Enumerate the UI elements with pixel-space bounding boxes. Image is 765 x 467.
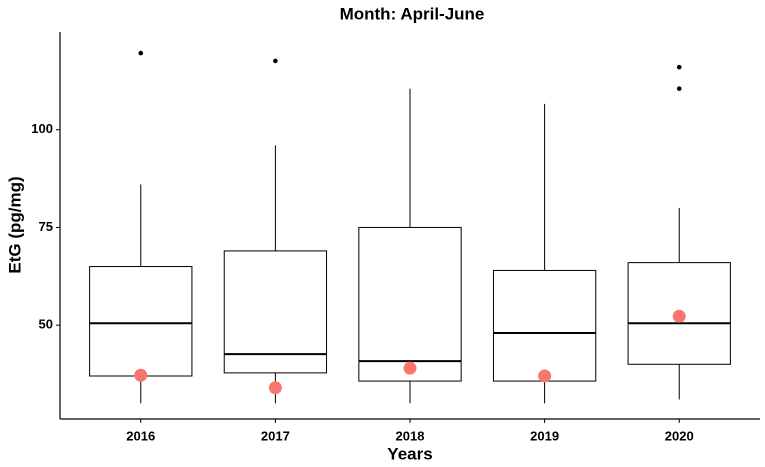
outlier bbox=[676, 64, 682, 70]
box bbox=[358, 226, 462, 382]
y-tick-label: 50 bbox=[39, 317, 53, 332]
y-tick-label: 75 bbox=[39, 219, 53, 234]
mean-point bbox=[672, 309, 686, 323]
x-tick-label: 2019 bbox=[530, 428, 559, 443]
mean-point bbox=[538, 369, 552, 383]
mean-point bbox=[403, 361, 417, 375]
box bbox=[223, 250, 328, 374]
x-tick-label: 2020 bbox=[665, 428, 694, 443]
mean-point bbox=[134, 368, 148, 382]
x-tick-label: 2016 bbox=[126, 428, 155, 443]
y-tick-label: 100 bbox=[31, 121, 53, 136]
outlier bbox=[676, 86, 682, 91]
y-axis-label: EtG (pg/mg) bbox=[5, 176, 24, 273]
x-axis-label: Years bbox=[387, 444, 432, 463]
outlier bbox=[273, 58, 278, 64]
x-tick-label: 2017 bbox=[261, 428, 290, 443]
mean-point bbox=[268, 381, 282, 395]
box bbox=[89, 266, 193, 377]
x-tick-label: 2018 bbox=[396, 428, 425, 443]
box bbox=[492, 269, 597, 382]
outlier bbox=[138, 50, 144, 56]
chart-title: Month: April-June bbox=[340, 4, 485, 23]
